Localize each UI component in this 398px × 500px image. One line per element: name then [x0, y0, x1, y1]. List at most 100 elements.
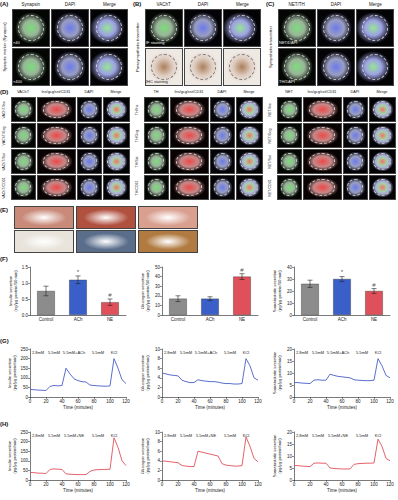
svg-text:40: 40 [59, 399, 65, 404]
svg-text:40: 40 [191, 482, 197, 487]
svg-text:2.8mM: 2.8mM [164, 433, 176, 438]
svg-text:2.8mM: 2.8mM [296, 433, 308, 438]
svg-text:1.0: 1.0 [22, 281, 29, 286]
svg-text:100: 100 [370, 399, 378, 404]
svg-text:0: 0 [293, 399, 296, 404]
svg-text:5.5mM+NE: 5.5mM+NE [196, 433, 216, 438]
svg-text:120: 120 [122, 482, 130, 487]
svg-text:120: 120 [254, 482, 262, 487]
svg-text:2.8mM: 2.8mM [32, 433, 44, 438]
svg-text:ACh: ACh [206, 317, 215, 322]
svg-text:(ng/μg protein/30 min): (ng/μg protein/30 min) [13, 270, 18, 312]
svg-text:120: 120 [386, 482, 394, 487]
svg-text:200: 200 [20, 356, 28, 361]
svg-text:(pg/μg protein/min): (pg/μg protein/min) [145, 438, 150, 474]
svg-text:20: 20 [287, 430, 293, 435]
svg-text:Time (minutes): Time (minutes) [63, 488, 93, 493]
svg-text:100: 100 [106, 482, 114, 487]
svg-text:15: 15 [287, 442, 293, 447]
svg-text:40: 40 [323, 482, 329, 487]
svg-text:40: 40 [191, 399, 197, 404]
svg-text:80: 80 [355, 482, 361, 487]
svg-text:5.5mM: 5.5mM [48, 433, 60, 438]
svg-text:20: 20 [155, 293, 161, 298]
svg-text:KCl: KCl [111, 350, 118, 355]
svg-text:#: # [240, 267, 244, 273]
svg-text:5.5mM: 5.5mM [356, 433, 368, 438]
svg-text:Time (minutes): Time (minutes) [195, 405, 225, 410]
svg-text:60: 60 [207, 482, 213, 487]
svg-text:(pg/μg protein/min): (pg/μg protein/min) [12, 355, 17, 391]
svg-text:80: 80 [91, 399, 97, 404]
svg-text:2.8mM: 2.8mM [296, 350, 308, 355]
svg-text:30: 30 [155, 284, 161, 289]
svg-text:0: 0 [29, 399, 32, 404]
svg-text:2: 2 [157, 468, 160, 473]
svg-text:20: 20 [287, 347, 293, 352]
svg-text:10: 10 [287, 454, 293, 459]
svg-text:0: 0 [29, 482, 32, 487]
svg-text:60: 60 [75, 482, 81, 487]
svg-text:5.5mM+ACh: 5.5mM+ACh [63, 350, 85, 355]
svg-text:5.5mM: 5.5mM [312, 350, 324, 355]
svg-text:(pg/μg protein/30 min): (pg/μg protein/30 min) [277, 270, 282, 312]
svg-text:5.5mM: 5.5mM [92, 433, 104, 438]
svg-text:0.0: 0.0 [22, 313, 29, 318]
svg-text:0: 0 [157, 313, 160, 318]
svg-text:0: 0 [293, 482, 296, 487]
svg-text:5.5mM+NE: 5.5mM+NE [328, 433, 348, 438]
svg-text:50: 50 [155, 265, 161, 270]
svg-text:Time (minutes): Time (minutes) [327, 488, 357, 493]
svg-text:8: 8 [157, 439, 160, 444]
svg-text:KCl: KCl [375, 350, 382, 355]
svg-text:Time (minutes): Time (minutes) [327, 405, 357, 410]
svg-text:20: 20 [43, 482, 49, 487]
svg-text:120: 120 [386, 399, 394, 404]
svg-text:40: 40 [323, 399, 329, 404]
svg-text:ACh: ACh [74, 317, 83, 322]
svg-text:Time (minutes): Time (minutes) [63, 405, 93, 410]
svg-text:NE: NE [107, 317, 113, 322]
svg-text:1.5: 1.5 [22, 265, 29, 270]
svg-text:0.5: 0.5 [22, 297, 29, 302]
svg-text:(pg/μg protein/min): (pg/μg protein/min) [277, 355, 282, 391]
svg-text:5.5mM: 5.5mM [224, 350, 236, 355]
svg-text:2.8mM: 2.8mM [32, 350, 44, 355]
svg-text:200: 200 [20, 439, 28, 444]
svg-text:KCl: KCl [375, 433, 382, 438]
svg-text:100: 100 [106, 399, 114, 404]
svg-text:4: 4 [157, 458, 160, 463]
svg-text:20: 20 [175, 482, 181, 487]
svg-text:40: 40 [287, 265, 293, 270]
svg-text:2: 2 [157, 385, 160, 390]
svg-text:20: 20 [307, 482, 313, 487]
svg-text:5.5mM: 5.5mM [48, 350, 60, 355]
svg-text:15: 15 [287, 359, 293, 364]
svg-text:250: 250 [20, 347, 28, 352]
svg-text:KCl: KCl [243, 350, 250, 355]
svg-text:5.5mM+ACh: 5.5mM+ACh [327, 350, 349, 355]
svg-text:50: 50 [23, 468, 29, 473]
svg-text:5.5mM+NE: 5.5mM+NE [64, 433, 84, 438]
svg-text:120: 120 [122, 399, 130, 404]
svg-text:60: 60 [75, 399, 81, 404]
svg-text:2.8mM: 2.8mM [164, 350, 176, 355]
svg-text:5.5mM: 5.5mM [312, 433, 324, 438]
svg-text:60: 60 [339, 482, 345, 487]
svg-text:250: 250 [20, 430, 28, 435]
svg-text:0: 0 [161, 482, 164, 487]
svg-text:100: 100 [238, 399, 246, 404]
svg-text:10: 10 [155, 303, 161, 308]
svg-text:80: 80 [223, 399, 229, 404]
svg-text:4: 4 [157, 375, 160, 380]
svg-text:Control: Control [171, 317, 186, 322]
svg-text:*: * [341, 269, 344, 275]
svg-text:ACh: ACh [338, 317, 347, 322]
svg-text:0: 0 [161, 399, 164, 404]
svg-text:120: 120 [254, 399, 262, 404]
svg-text:100: 100 [20, 458, 28, 463]
svg-text:Control: Control [303, 317, 318, 322]
svg-text:10: 10 [287, 371, 293, 376]
svg-text:5: 5 [289, 383, 292, 388]
svg-text:40: 40 [155, 274, 161, 279]
